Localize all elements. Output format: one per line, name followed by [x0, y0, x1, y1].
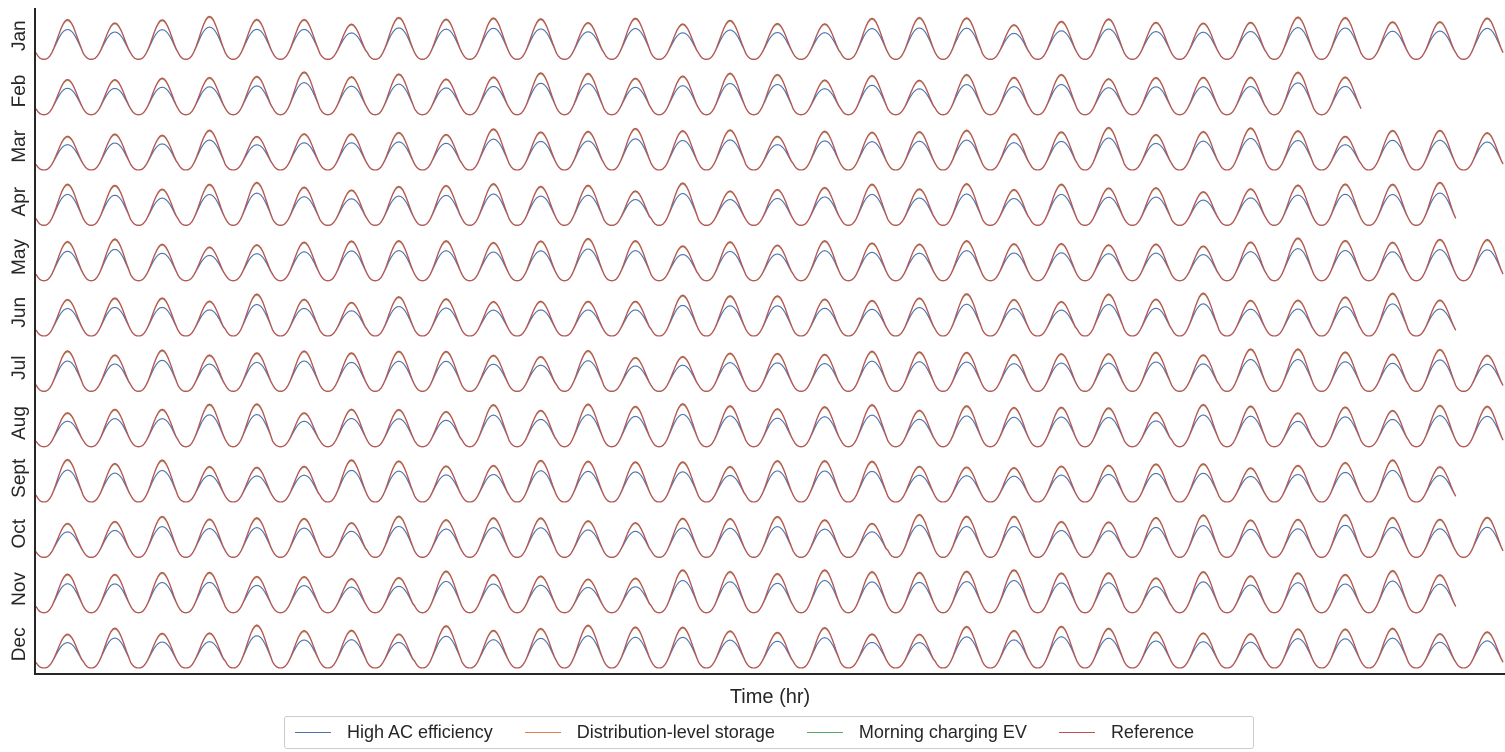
row-label-mar: Mar — [9, 129, 30, 162]
month-row-feb: Feb — [9, 71, 1362, 116]
series-line-jul-3 — [35, 348, 1504, 392]
legend: High AC efficiency Distribution-level st… — [284, 716, 1254, 749]
row-label-nov: Nov — [9, 572, 30, 606]
legend-swatch-high-ac — [295, 732, 331, 733]
month-row-aug: Aug — [9, 402, 1504, 448]
row-label-apr: Apr — [9, 186, 30, 216]
legend-label: Reference — [1110, 722, 1194, 742]
series-line-may-0 — [35, 248, 1504, 282]
series-line-sept-3 — [35, 458, 1457, 503]
series-line-may-3 — [35, 237, 1504, 282]
legend-label: Morning charging EV — [858, 722, 1027, 742]
series-line-mar-0 — [35, 137, 1504, 171]
row-label-jan: Jan — [9, 20, 30, 51]
chart-rows: Jan Feb Mar Apr May Jun Jul Aug Sept Oct Nov Dec — [9, 15, 1504, 669]
series-line-dec-2 — [35, 624, 1504, 669]
legend-item-storage: Distribution-level storage — [524, 722, 775, 743]
series-line-apr-3 — [35, 181, 1457, 226]
month-row-dec: Dec — [9, 624, 1504, 669]
month-row-sept: Sept — [9, 458, 1457, 503]
series-line-dec-0 — [35, 635, 1504, 669]
month-row-apr: Apr — [9, 181, 1457, 226]
month-row-oct: Oct — [9, 513, 1504, 558]
row-label-may: May — [9, 239, 30, 275]
row-label-jun: Jun — [9, 297, 30, 328]
series-line-feb-0 — [35, 82, 1362, 116]
series-line-feb-3 — [35, 71, 1362, 116]
row-label-feb: Feb — [9, 75, 30, 108]
legend-swatch-storage — [524, 732, 561, 733]
series-line-nov-0 — [35, 579, 1457, 614]
series-line-jun-3 — [35, 292, 1457, 337]
legend-item-morning-ev: Morning charging EV — [806, 722, 1027, 743]
legend-item-high-ac: High AC efficiency — [295, 722, 493, 743]
row-label-dec: Dec — [9, 627, 30, 661]
series-line-dec-3 — [35, 624, 1504, 669]
series-line-jan-3 — [35, 15, 1504, 60]
row-label-oct: Oct — [9, 518, 30, 548]
legend-item-reference: Reference — [1058, 722, 1194, 743]
series-line-jan-0 — [35, 26, 1504, 60]
month-row-jun: Jun — [9, 292, 1457, 337]
legend-swatch-reference — [1058, 732, 1095, 733]
month-row-jan: Jan — [9, 15, 1504, 60]
legend-label: High AC efficiency — [347, 722, 493, 742]
month-row-mar: Mar — [9, 126, 1504, 171]
month-row-jul: Jul — [9, 348, 1504, 392]
legend-label: Distribution-level storage — [576, 722, 775, 742]
series-line-mar-3 — [35, 126, 1504, 171]
month-row-nov: Nov — [9, 569, 1457, 614]
series-line-mar-2 — [35, 127, 1504, 171]
x-axis-label: Time (hr) — [730, 686, 810, 708]
month-row-may: May — [9, 237, 1504, 282]
series-line-mar-1 — [35, 127, 1504, 171]
series-line-oct-3 — [35, 513, 1504, 558]
series-line-sept-0 — [35, 469, 1457, 503]
row-label-jul: Jul — [9, 356, 30, 380]
legend-swatch-morning-ev — [806, 732, 843, 733]
row-label-aug: Aug — [9, 406, 30, 440]
series-line-aug-3 — [35, 402, 1504, 448]
row-label-sept: Sept — [9, 458, 30, 498]
series-line-nov-3 — [35, 569, 1457, 614]
